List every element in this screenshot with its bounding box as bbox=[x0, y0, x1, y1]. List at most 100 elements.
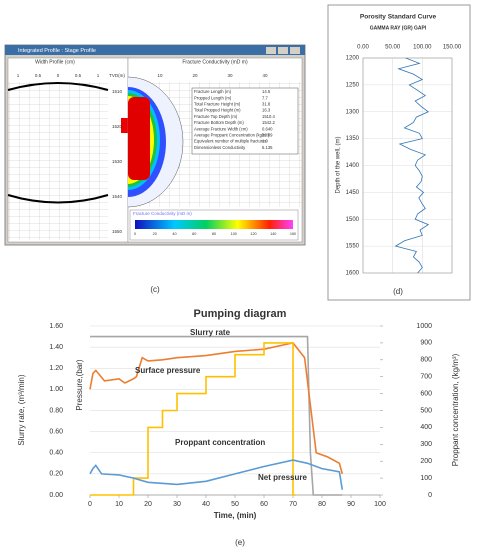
panel-title: Width Profile (cm) bbox=[35, 59, 75, 65]
depth-label: 1520 bbox=[112, 124, 123, 129]
data-line bbox=[90, 342, 296, 496]
perforation bbox=[121, 118, 128, 133]
y-tick-label: 1350 bbox=[346, 136, 360, 142]
y2-axis-label: Proppant concentration, (kg/m³) bbox=[451, 353, 460, 466]
legend-tick: 40 bbox=[172, 232, 176, 236]
series-label: Surface pressure bbox=[135, 366, 201, 375]
table-label: Fracture Top Depth (m) bbox=[194, 114, 238, 119]
table-value: 7.7 bbox=[262, 95, 268, 100]
table-value: 14.5 bbox=[262, 89, 271, 94]
y2-tick-label: 100 bbox=[420, 475, 432, 482]
summary-table bbox=[191, 87, 299, 155]
y-tick-label: 1550 bbox=[346, 244, 360, 250]
y-tick-label: 1250 bbox=[346, 82, 360, 88]
tick-label: 0.5 bbox=[75, 73, 82, 78]
x-tick-label: 20 bbox=[144, 501, 152, 508]
legend-title: Fracture Conductivity (mD m) bbox=[133, 211, 192, 216]
width-bottom bbox=[7, 194, 109, 204]
table-label: Average Fracture Width (cm) bbox=[194, 126, 248, 131]
caption: (d) bbox=[393, 287, 403, 296]
y-tick-label: 0.20 bbox=[49, 471, 63, 478]
zone bbox=[128, 97, 150, 180]
table-value: 31.8 bbox=[262, 102, 271, 107]
y-tick-label: 1.40 bbox=[49, 344, 63, 351]
legend-tick: 120 bbox=[250, 232, 256, 236]
table-label: Total Propped Height (m) bbox=[194, 108, 241, 113]
y2-tick-label: 700 bbox=[420, 374, 432, 381]
table-value: 5.135 bbox=[262, 145, 273, 150]
depth-label: 1540 bbox=[112, 194, 123, 199]
y2-tick-label: 0 bbox=[428, 492, 432, 499]
x-tick-label: 50 bbox=[231, 501, 239, 508]
y-axis-label: Depth of the well, (m) bbox=[336, 136, 342, 193]
tick-label: 0 bbox=[57, 73, 60, 78]
window-title: Integrated Profile : Stage Profile bbox=[18, 48, 96, 54]
legend-tick: 160 bbox=[290, 232, 296, 236]
chart-title: Pumping diagram bbox=[194, 308, 287, 320]
conductivity-map bbox=[128, 76, 184, 208]
table-label: Propped Length (m) bbox=[194, 95, 232, 100]
data-line bbox=[89, 459, 344, 490]
table-value: 16.3 bbox=[262, 108, 271, 113]
x-tick-label: 30 bbox=[173, 501, 181, 508]
y-tick-label: 1.20 bbox=[49, 365, 63, 372]
y-axis-label: Pressure,(bar) bbox=[75, 359, 84, 410]
y-tick-label: 1500 bbox=[346, 217, 360, 223]
table-label: Fracture Bottom Depth (m) bbox=[194, 120, 244, 125]
x-tick-label: 0 bbox=[88, 501, 92, 508]
caption: (e) bbox=[235, 538, 245, 547]
tick-label: 10 bbox=[157, 73, 163, 78]
data-line bbox=[394, 57, 430, 274]
x-tick-label: 60 bbox=[260, 501, 268, 508]
x-tick-label: 0.00 bbox=[357, 45, 369, 51]
series-label: Proppant concentration bbox=[175, 438, 265, 447]
y2-tick-label: 1000 bbox=[416, 323, 432, 330]
maximize-button[interactable] bbox=[278, 47, 288, 54]
y-tick-label: 1400 bbox=[346, 163, 360, 169]
legend-tick: 100 bbox=[231, 232, 237, 236]
panel-frame bbox=[327, 4, 471, 301]
table-label: Fracture Length (m) bbox=[194, 89, 232, 94]
y-tick-label: 0.00 bbox=[49, 492, 63, 499]
depth-label: 1510 bbox=[112, 89, 123, 94]
x-tick-label: 100.00 bbox=[413, 45, 432, 51]
panel-title: Fracture Conductivity (mD m) bbox=[182, 59, 248, 65]
tick-label: 1 bbox=[17, 73, 20, 78]
y-tick-label: 0.40 bbox=[49, 450, 63, 457]
y-axis-label: Slurry rate, (m³/min) bbox=[17, 374, 26, 445]
y-tick-label: 1.00 bbox=[49, 386, 63, 393]
chart-title: Porosity Standard Curve bbox=[360, 14, 437, 21]
table-value: 1510.4 bbox=[262, 114, 275, 119]
column-header: TVD(m) bbox=[109, 73, 125, 78]
table-value: 1.0 bbox=[262, 139, 268, 144]
x-tick-label: 90 bbox=[347, 501, 355, 508]
y2-tick-label: 200 bbox=[420, 458, 432, 465]
data-line bbox=[90, 335, 343, 496]
table-label: Dimensionless Conductivity bbox=[194, 145, 246, 150]
y-tick-label: 1300 bbox=[346, 109, 360, 115]
y-tick-label: 0.60 bbox=[49, 428, 63, 435]
series-label: Slurry rate bbox=[190, 328, 231, 337]
x-axis-label: Time, (min) bbox=[214, 511, 257, 520]
legend-tick: 140 bbox=[270, 232, 276, 236]
depth-label: 1550 bbox=[112, 229, 123, 234]
y-tick-label: 1600 bbox=[346, 271, 360, 277]
tick-label: 20 bbox=[192, 73, 198, 78]
x-tick-label: 40 bbox=[202, 501, 210, 508]
x-tick-label: 100 bbox=[374, 501, 386, 508]
x-tick-label: 50.00 bbox=[385, 45, 401, 51]
y2-tick-label: 300 bbox=[420, 441, 432, 448]
y-tick-label: 0.80 bbox=[49, 407, 63, 414]
table-value: 0.640 bbox=[262, 126, 273, 131]
minimize-button[interactable] bbox=[266, 47, 276, 54]
width-grid bbox=[8, 82, 108, 240]
close-button[interactable] bbox=[290, 47, 300, 54]
y2-tick-label: 400 bbox=[420, 424, 432, 431]
y2-tick-label: 500 bbox=[420, 407, 432, 414]
table-label: Total Fracture Height (m) bbox=[194, 102, 241, 107]
table-label: Average Proppant Concentration (kg/m²) bbox=[194, 133, 270, 138]
depth-label: 1530 bbox=[112, 159, 123, 164]
x-tick-label: 80 bbox=[318, 501, 326, 508]
chart-subtitle: GAMMA RAY (GR) GAPI bbox=[370, 25, 427, 31]
